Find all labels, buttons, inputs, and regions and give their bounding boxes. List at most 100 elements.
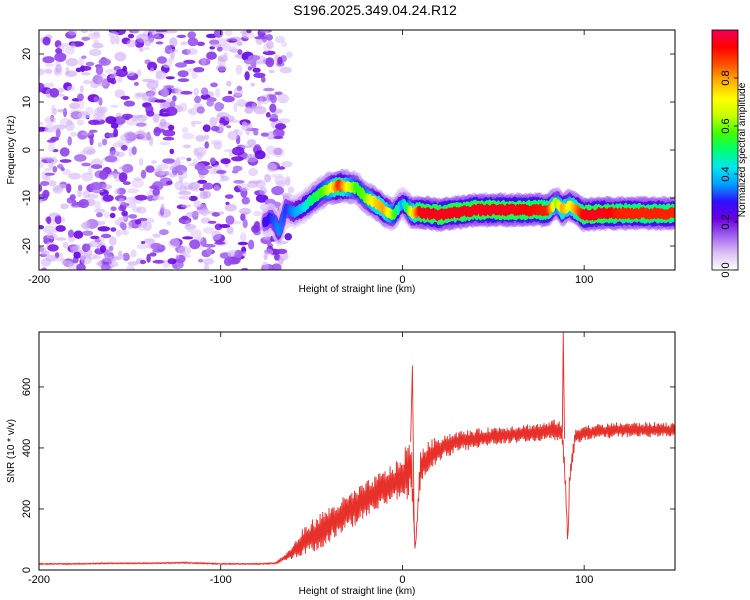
noise-blob — [237, 49, 243, 55]
noise-blob — [154, 35, 162, 40]
noise-blob — [113, 128, 118, 138]
noise-blob — [39, 184, 43, 192]
noise-blob — [94, 238, 101, 243]
noise-blob — [236, 99, 247, 107]
noise-blob — [65, 46, 75, 55]
noise-blob — [263, 248, 274, 256]
noise-blob — [286, 51, 293, 59]
spectrogram-x-tick-label: 100 — [575, 274, 593, 286]
snr-y-tick-label: 200 — [21, 500, 33, 518]
noise-blob — [136, 206, 147, 214]
noise-blob — [180, 41, 188, 46]
noise-blob — [87, 148, 96, 155]
noise-blob — [262, 50, 276, 56]
noise-blob — [202, 227, 215, 234]
noise-blob — [126, 39, 137, 48]
noise-blob — [78, 57, 85, 66]
noise-blob — [122, 252, 130, 262]
noise-blob — [108, 245, 114, 251]
noise-blob — [154, 128, 166, 133]
noise-blob — [236, 40, 243, 46]
noise-blob — [277, 56, 283, 65]
noise-blob — [222, 95, 235, 103]
noise-blob — [42, 36, 51, 46]
noise-blob — [281, 193, 293, 197]
noise-blob — [228, 90, 233, 95]
noise-blob — [96, 77, 108, 87]
noise-blob — [144, 39, 151, 47]
noise-blob — [175, 254, 180, 260]
noise-blob — [168, 238, 180, 249]
noise-blob — [44, 63, 55, 67]
noise-blob — [239, 207, 252, 215]
noise-blob — [155, 41, 164, 45]
noise-blob — [130, 249, 137, 258]
noise-blob — [215, 64, 227, 72]
noise-blob — [48, 213, 62, 217]
noise-blob — [139, 259, 147, 265]
noise-blob — [109, 75, 117, 79]
noise-blob — [241, 122, 253, 132]
noise-blob — [193, 147, 199, 157]
noise-blob — [62, 168, 72, 176]
noise-blob — [277, 93, 289, 104]
spectrogram-y-tick-label: 20 — [21, 48, 33, 60]
noise-blob — [138, 222, 148, 231]
noise-blob — [182, 126, 189, 134]
snr-y-tick-label: 400 — [21, 439, 33, 457]
noise-blob — [186, 48, 198, 55]
noise-blob — [47, 244, 59, 252]
noise-blob — [104, 211, 110, 218]
noise-blob — [265, 57, 275, 68]
noise-blob — [89, 182, 103, 191]
snr-peak-spike — [561, 332, 565, 439]
noise-blob — [119, 166, 128, 170]
noise-blob — [199, 190, 208, 200]
noise-blob — [118, 172, 128, 183]
noise-blob — [89, 136, 94, 146]
noise-blob — [209, 157, 216, 165]
noise-blob — [163, 85, 175, 89]
noise-blob — [165, 76, 175, 80]
noise-blob — [51, 104, 56, 114]
noise-blob — [73, 251, 81, 259]
noise-blob — [273, 135, 284, 140]
noise-blob — [118, 198, 125, 205]
noise-blob — [236, 85, 243, 92]
noise-blob — [88, 119, 100, 126]
noise-blob — [244, 106, 254, 114]
noise-blob — [242, 32, 247, 39]
noise-blob — [109, 212, 116, 219]
noise-blob — [96, 212, 103, 218]
spectrogram-y-tick-label: 0 — [21, 147, 33, 153]
noise-blob — [169, 37, 178, 48]
noise-blob — [131, 146, 137, 156]
noise-blob — [241, 267, 249, 270]
noise-blob — [108, 31, 119, 38]
noise-blob — [227, 130, 239, 141]
noise-blob — [281, 161, 293, 168]
noise-blob — [242, 250, 247, 257]
noise-blob — [192, 182, 200, 192]
noise-blob — [154, 168, 164, 178]
noise-blob — [237, 241, 249, 246]
noise-blob — [104, 69, 117, 75]
noise-blob — [203, 134, 210, 140]
noise-blob — [62, 203, 69, 208]
snr-x-label: Height of straight line (km) — [299, 586, 416, 597]
noise-blob — [140, 241, 146, 244]
noise-blob — [255, 194, 269, 203]
noise-blob — [62, 241, 69, 249]
noise-blob — [81, 55, 87, 59]
noise-blob — [121, 223, 127, 231]
noise-blob — [123, 131, 136, 139]
noise-blob — [206, 51, 217, 60]
noise-blob — [60, 42, 71, 48]
noise-blob — [146, 253, 151, 263]
noise-blob — [216, 46, 223, 52]
noise-blob — [67, 263, 79, 270]
noise-blob — [44, 127, 57, 133]
noise-blob — [211, 230, 222, 241]
noise-blob — [224, 30, 233, 36]
noise-blob — [253, 130, 259, 136]
